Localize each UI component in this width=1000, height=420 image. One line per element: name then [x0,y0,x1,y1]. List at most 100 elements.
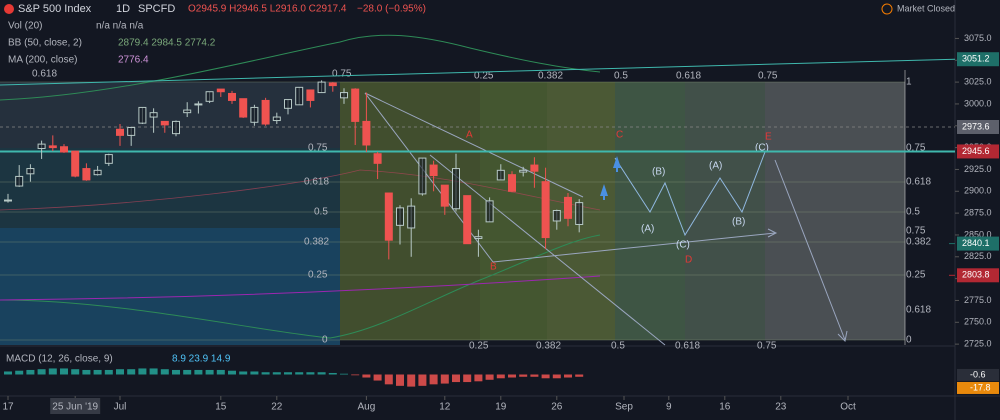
source: SPCFD [138,3,175,15]
interval: 1D [116,3,130,15]
candle-body [239,98,248,118]
candle-body [440,184,449,207]
bb-upper [0,34,601,101]
candle-body [306,89,315,101]
trend-line [0,58,956,86]
macd-bar [306,372,315,375]
x-tick-label: 12 [439,402,451,413]
indicator-values: n/a n/a n/a [96,21,144,32]
macd-bar [205,369,214,375]
x-tick-label: 22 [271,402,283,413]
price-label: 2803.8 [962,270,990,280]
fib-label: 0.75 [906,143,926,154]
x-tick-label: 19 [495,402,507,413]
macd-bar [295,372,304,375]
macd-bar [160,369,169,375]
fib-label: 0.618 [906,305,931,316]
wave-label: (B) [732,217,745,228]
candle-body [564,196,572,219]
candle-body [216,88,225,93]
candle-body [15,175,24,187]
y-tick-label: 3025.0 [964,76,992,86]
candle-body [138,106,147,124]
change: −28.0 (−0.95%) [357,4,426,15]
x-tick-label: Sep [615,402,633,413]
price-label: 2840.1 [962,238,990,248]
macd-bar [317,372,326,375]
macd-bar [183,369,192,375]
candle-body [373,153,382,164]
fib-zone [765,82,905,340]
wave-label: (A) [709,161,722,172]
candle-body [351,88,360,122]
ohlc: O2945.9 H2946.5 L2916.0 C2917.4 [188,4,347,15]
candle-body [295,86,304,106]
fib-zone [0,148,340,228]
fib-label: 0.618 [32,69,57,80]
macd-bar [474,374,483,382]
y-tick-label: 2900.0 [964,186,992,196]
x-tick-label: 23 [775,402,787,413]
y-tick-label: 2825.0 [964,251,992,261]
candle-body [26,168,35,175]
wave-label: D [685,255,692,266]
fib-zone [685,82,765,340]
candle-body [82,168,91,181]
candle-body [284,99,292,109]
macd-bar [508,374,516,378]
macd-bar [351,374,360,376]
fib-label: 0 [906,335,912,346]
fib-labels: 0.618 0.75 0.25 0.382 0.5 0.618 0.75 0.2… [32,69,931,352]
fib-label: 0 [322,335,328,346]
fib-label: 0.618 [675,341,700,352]
macd-bar [250,371,259,375]
ma-line [0,275,601,301]
candle-body [172,120,180,135]
y-tick-label: 3075.0 [964,33,992,43]
macd-bar [384,374,393,385]
wave-label: (C) [676,240,690,251]
macd-bar [216,369,225,375]
candle-body [328,82,337,87]
macd-label: -17.8 [970,382,991,392]
candle-body [452,168,460,210]
candle-body [160,120,169,126]
wave-label: B [490,262,497,273]
y-tick-label: 2725.0 [964,339,992,349]
fib-label: 0.382 [906,237,931,248]
macd-bar [552,374,561,379]
macd-bar [564,374,572,378]
y-tick-label: 2850.0 [964,229,992,239]
candle-body [205,91,214,102]
price-label-box [957,52,999,67]
candle-body [463,195,472,245]
macd-bar [127,369,136,375]
macd-bar [396,374,404,386]
macd-bar [82,369,91,375]
macd-bar [452,374,460,383]
x-tick-label: 25 Jun '19 [52,402,98,413]
macd-bar [328,372,337,375]
candle-body [384,192,393,241]
indicator-values: 2879.4 2984.5 2774.2 [118,38,216,49]
macd-bar [194,369,203,375]
candle-body [4,199,12,202]
candle-body [429,164,438,177]
wave-label: E [765,132,772,143]
macd-bar [172,369,180,375]
macd-bar [261,372,270,375]
status-icon [881,3,893,15]
macd-bar [4,371,12,375]
macd-label-box [957,381,999,394]
candle-body [519,169,528,173]
wave-label: (B) [652,167,665,178]
fib-label: 0.25 [308,270,328,281]
x-tick-label: 16 [719,402,731,413]
candle-body [228,92,236,101]
candle-body [272,116,281,122]
symbol: S&P 500 Index [18,3,92,15]
fib-label: 0.5 [611,341,625,352]
macd-bar [418,374,427,386]
macd-bar [485,374,494,380]
y-tick-label: 2750.0 [964,317,992,327]
